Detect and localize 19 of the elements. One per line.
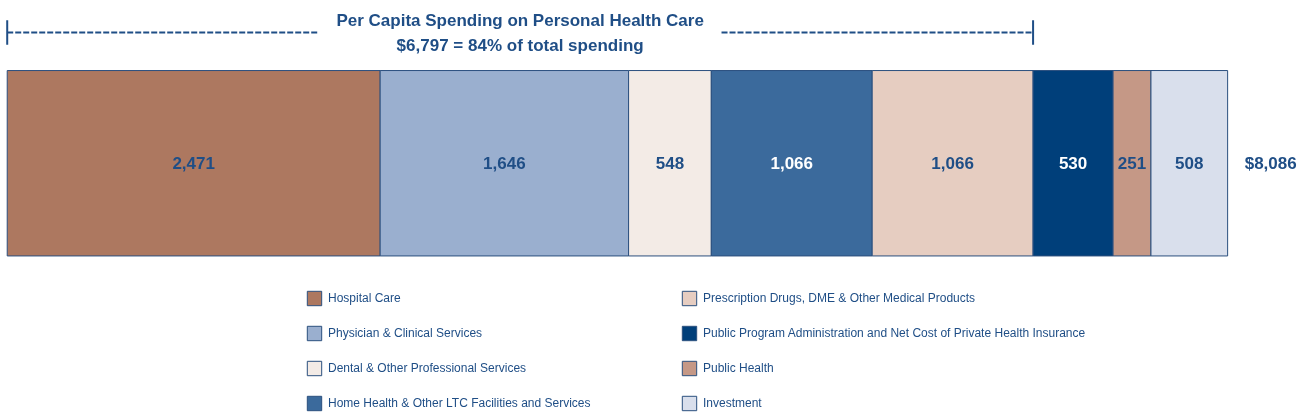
- data-label: 508: [1175, 154, 1204, 174]
- legend-label: Prescription Drugs, DME & Other Medical Products: [703, 290, 977, 307]
- chart-title: Per Capita Spending on Personal Health Care: [336, 11, 704, 30]
- data-label: 1,646: [483, 154, 526, 174]
- data-label: 548: [655, 154, 685, 174]
- total-label: $8,086: [1244, 153, 1297, 173]
- data-label: 530: [1058, 154, 1088, 174]
- legend-label: Hospital Care: [328, 290, 402, 307]
- legend-label: Investment: [703, 395, 763, 412]
- data-label: 1,066: [770, 154, 814, 174]
- legend-label: Home Health & Other LTC Facilities and Services: [328, 395, 592, 412]
- chart-subtitle: $6,797 = 84% of total spending: [396, 36, 644, 55]
- legend-label: Public Health: [703, 360, 775, 377]
- data-label: 251: [1117, 154, 1147, 174]
- legend-label: Physician & Clinical Services: [328, 325, 484, 342]
- data-label: 2,471: [172, 154, 215, 174]
- data-label: 1,066: [931, 154, 974, 174]
- legend-label: Public Program Administration and Net Cost of Private Health Insurance: [703, 325, 1086, 342]
- legend-label: Dental & Other Professional Services: [328, 360, 528, 377]
